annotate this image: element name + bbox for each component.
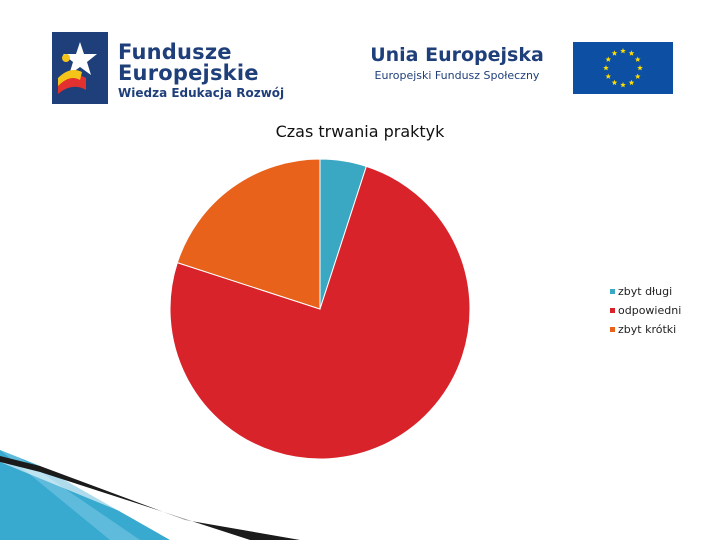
eu-flag-icon (573, 42, 673, 94)
legend-swatch (610, 327, 615, 332)
eu-star-icon (611, 79, 618, 86)
fe-logo-line1: Fundusze (118, 40, 232, 64)
eu-star-icon (605, 73, 612, 79)
legend-item: zbyt krótki (610, 320, 681, 339)
fe-logo-line2: Europejskie (118, 61, 259, 85)
decorative-corner-swoosh (0, 450, 300, 540)
eu-star-icon (628, 79, 635, 86)
legend-item: odpowiedni (610, 301, 681, 320)
eu-star-icon (634, 56, 641, 62)
legend-label: odpowiedni (618, 304, 682, 317)
fundusze-europejskie-logo: Fundusze Europejskie Wiedza Edukacja Roz… (52, 22, 332, 110)
pie-slice (176, 158, 321, 310)
eu-logo-text: Unia Europejska Europejski Fundusz Społe… (347, 44, 567, 82)
eu-star-icon (603, 65, 609, 71)
eu-star-icon (634, 73, 641, 79)
eu-star-icon (605, 56, 612, 62)
legend-label: zbyt krótki (618, 323, 677, 336)
chart-legend: zbyt długi odpowiedni zbyt krótki (610, 282, 681, 339)
eu-logo-title: Unia Europejska (370, 44, 544, 66)
eu-logo-subtitle: Europejski Fundusz Społeczny (374, 69, 540, 82)
legend-label: zbyt długi (618, 285, 673, 298)
eu-star-icon (628, 50, 635, 56)
pie-slice (169, 165, 471, 460)
chart-title: Czas trwania praktyk (275, 122, 445, 141)
fe-star-flag-icon (52, 32, 108, 104)
eu-star-icon (620, 82, 626, 88)
eu-star-icon (611, 50, 618, 56)
legend-swatch (610, 308, 615, 313)
eu-star-icon (620, 48, 626, 54)
fe-logo-line3: Wiedza Edukacja Rozwój (118, 86, 285, 100)
eu-star-icon (637, 65, 643, 71)
logo-banner: Fundusze Europejskie Wiedza Edukacja Roz… (40, 18, 688, 116)
legend-swatch (610, 289, 615, 294)
legend-item: zbyt długi (610, 282, 681, 301)
